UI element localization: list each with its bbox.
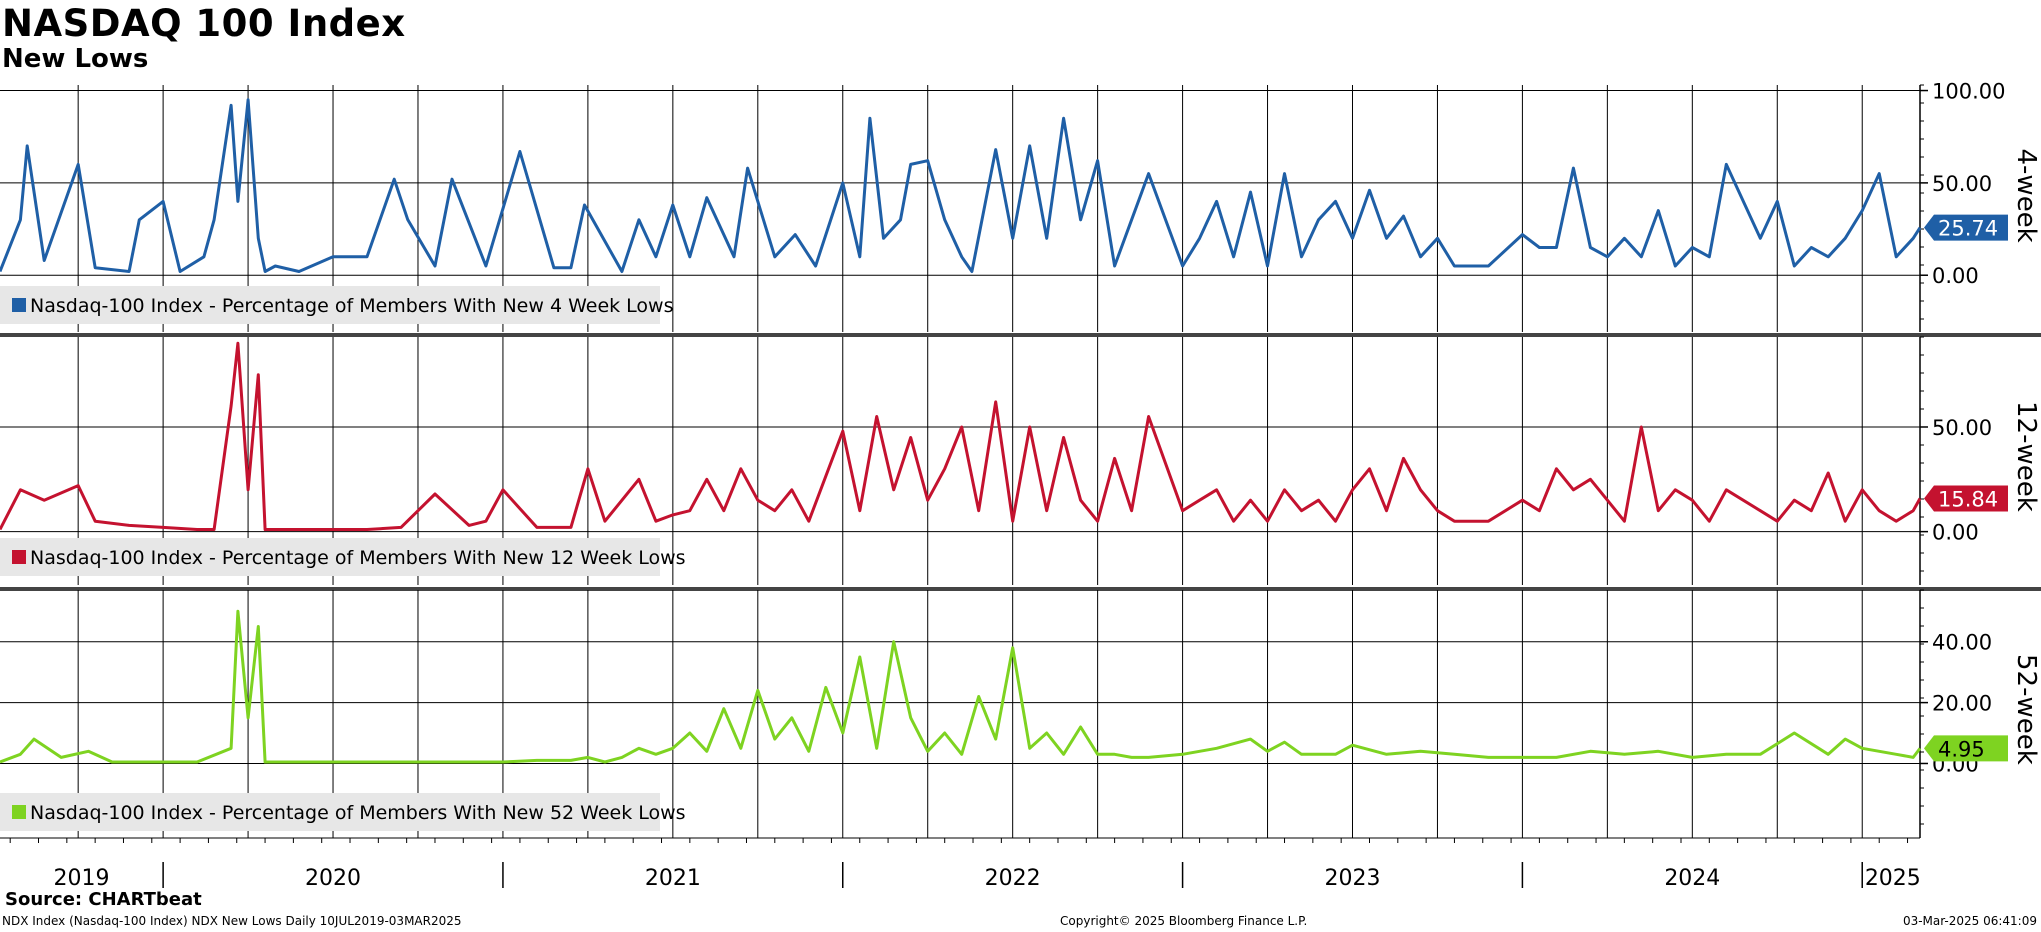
panel-4-week: 0.00 50.00 100.00 25.74 4-week Nasdaq-100 Ind… <box>0 80 2041 337</box>
chart-subtitle: New Lows <box>2 44 149 74</box>
last-value-badge <box>1924 214 2008 241</box>
timestamp: 03-Mar-2025 06:41:09 <box>1902 914 2037 928</box>
panel-label: 12-week <box>2011 401 2041 512</box>
legend-swatch <box>12 550 26 564</box>
copyright-note: Copyright© 2025 Bloomberg Finance L.P. <box>1060 914 1308 928</box>
last-value-badge <box>1924 485 2008 512</box>
x-year-label: 2025 <box>1865 866 1921 891</box>
x-year-label: 2022 <box>985 866 1041 891</box>
y-tick-label: 50.00 <box>1932 172 1992 196</box>
legend-background <box>0 538 660 576</box>
legend-swatch <box>12 805 26 819</box>
last-value-label: 4.95 <box>1938 737 1985 761</box>
legend-swatch <box>12 298 26 312</box>
x-year-label: 2021 <box>645 866 701 891</box>
last-value-label: 25.74 <box>1938 217 1998 241</box>
x-year-label: 2019 <box>54 866 110 891</box>
legend-label: Nasdaq-100 Index - Percentage of Members… <box>30 802 686 824</box>
x-year-label: 2023 <box>1324 866 1380 891</box>
y-tick-label: 20.00 <box>1932 692 1992 716</box>
x-year-label: 2020 <box>305 866 361 891</box>
panel-separator <box>0 333 2041 337</box>
x-year-label: 2024 <box>1664 866 1720 891</box>
panel-12-week: 0.00 50.00 15.84 12-week Nasdaq-100 Index - … <box>0 336 2041 591</box>
y-tick-label: 50.00 <box>1932 416 1992 440</box>
panel-separator <box>0 587 2041 591</box>
panel-label: 52-week <box>2011 654 2041 765</box>
last-value-label: 15.84 <box>1938 487 1998 511</box>
source-note: Source: CHARTbeat <box>5 889 202 910</box>
chart-title: NASDAQ 100 Index <box>2 2 406 45</box>
series-line-52-week <box>0 609 1922 764</box>
series-line-4-week <box>0 98 1922 273</box>
last-value-badge <box>1924 735 2008 762</box>
legend-background <box>0 793 660 831</box>
panel-label: 4-week <box>2011 149 2041 243</box>
legend-background <box>0 286 660 324</box>
legend-label: Nasdaq-100 Index - Percentage of Members… <box>30 547 686 569</box>
y-tick-label: 0.00 <box>1932 521 1979 545</box>
security-description: NDX Index (Nasdaq-100 Index) NDX New Low… <box>2 914 462 928</box>
y-tick-label: 40.00 <box>1932 631 1992 655</box>
legend-label: Nasdaq-100 Index - Percentage of Members… <box>30 295 674 317</box>
y-tick-label: 100.00 <box>1932 80 2005 104</box>
y-tick-label: 0.00 <box>1932 264 1979 288</box>
series-line-12-week <box>0 341 1922 531</box>
